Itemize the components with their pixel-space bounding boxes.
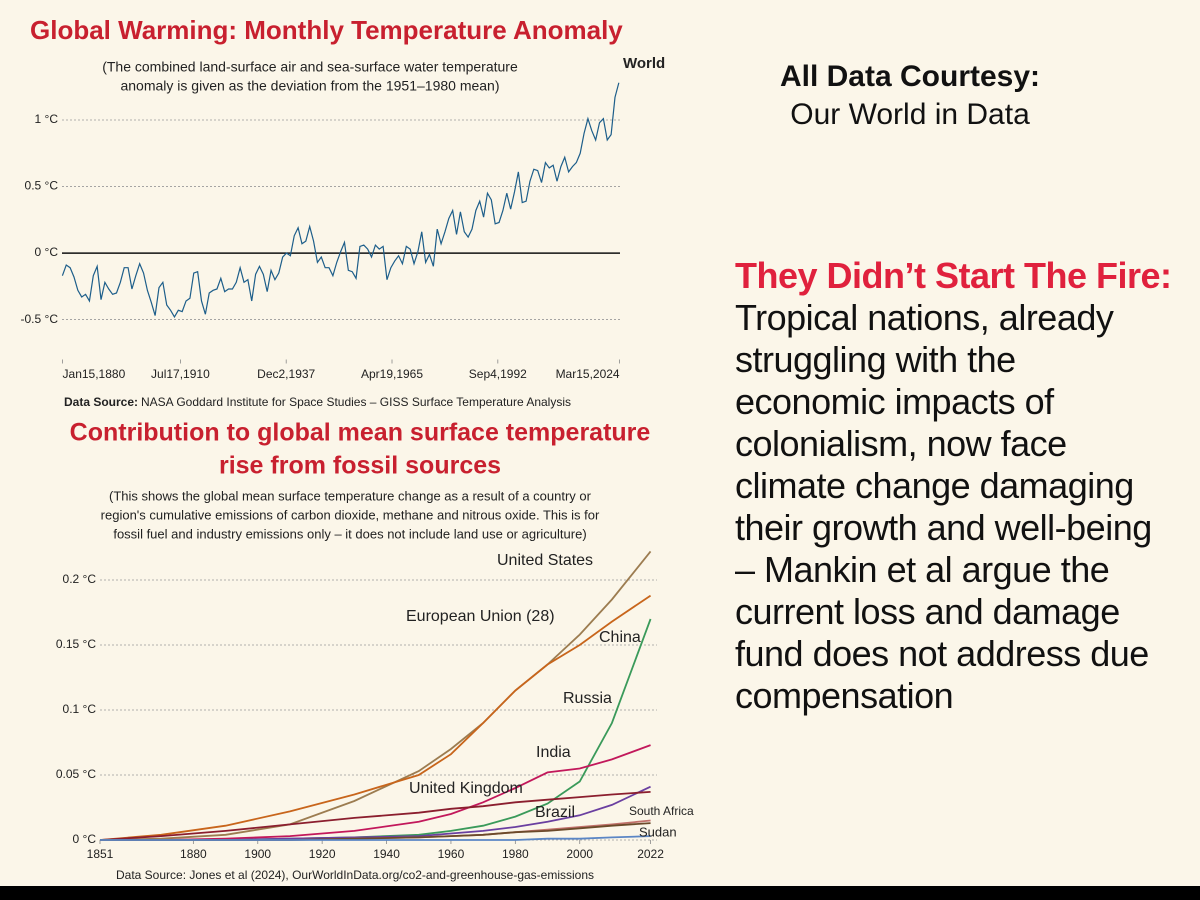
series-label: European Union (28) [406,608,555,625]
series-label: United States [497,552,593,569]
chart-title: Global Warming: Monthly Temperature Anom… [30,15,623,45]
y-tick-label: 0.05 °C [56,767,96,781]
series-line [100,744,651,841]
courtesy-source: Our World in Data [790,98,1030,131]
x-tick-label: 1851 [87,847,114,861]
x-tick-label: 2022 [637,847,664,861]
source: Data Source: Jones et al (2024), OurWorl… [116,868,594,882]
x-tick-label: Dec2,1937 [257,367,315,381]
y-tick-label: 1 °C [35,112,59,126]
chart-subtitle: fossil fuel and industry emissions only … [113,526,586,541]
series-line [99,594,652,841]
series-line [100,835,651,841]
series-line [99,550,652,841]
series-label: South Africa [629,804,694,818]
x-tick-label: 1900 [244,847,271,861]
body-text: Tropical nations, already struggling wit… [735,297,1152,716]
chart-subtitle: (The combined land-surface air and sea-s… [102,59,518,75]
y-tick-label: 0.1 °C [63,702,97,716]
y-tick-label: -0.5 °C [21,312,59,326]
x-tick-label: Sep4,1992 [469,367,527,381]
x-tick-label: Apr19,1965 [361,367,423,381]
series-label: China [599,629,641,646]
series-line [99,791,651,841]
source-label: Data Source: [64,395,138,409]
x-tick-label: 1920 [309,847,336,861]
series-label: World [623,55,665,72]
series-label: Russia [563,690,612,707]
y-tick-label: 0 °C [73,832,97,846]
series-line [61,82,620,319]
chart-subtitle: region's cumulative emissions of carbon … [101,507,600,522]
x-tick-label: 1960 [438,847,465,861]
x-tick-label: Mar15,2024 [556,367,620,381]
chart-title: rise from fossil sources [219,452,501,480]
article-text: They Didn’t Start The Fire: Tropical nat… [735,255,1175,717]
chart-subtitle: anomaly is given as the deviation from t… [120,78,499,94]
y-tick-label: 0 °C [35,245,59,259]
chart-title: Contribution to global mean surface temp… [70,419,651,447]
series-label: United Kingdom [409,780,523,797]
x-tick-label: Jan15,1880 [63,367,126,381]
source: NASA Goddard Institute for Space Studies… [141,395,571,409]
x-tick-label: 1880 [180,847,207,861]
y-tick-label: 0.5 °C [25,179,59,193]
x-tick-label: Jul17,1910 [151,367,210,381]
y-tick-label: 0.15 °C [56,637,96,651]
x-tick-label: 2000 [566,847,593,861]
chart-subtitle: (This shows the global mean surface temp… [109,488,592,503]
x-tick-label: 1940 [373,847,400,861]
series-label: Brazil [535,804,575,821]
bottom-bar [0,886,1200,900]
series-label: India [536,744,571,761]
y-tick-label: 0.2 °C [63,572,97,586]
courtesy-title: All Data Courtesy: [779,60,1041,93]
x-tick-label: 1980 [502,847,529,861]
series-label: Sudan [639,824,677,839]
headline: They Didn’t Start The Fire: [735,255,1172,296]
